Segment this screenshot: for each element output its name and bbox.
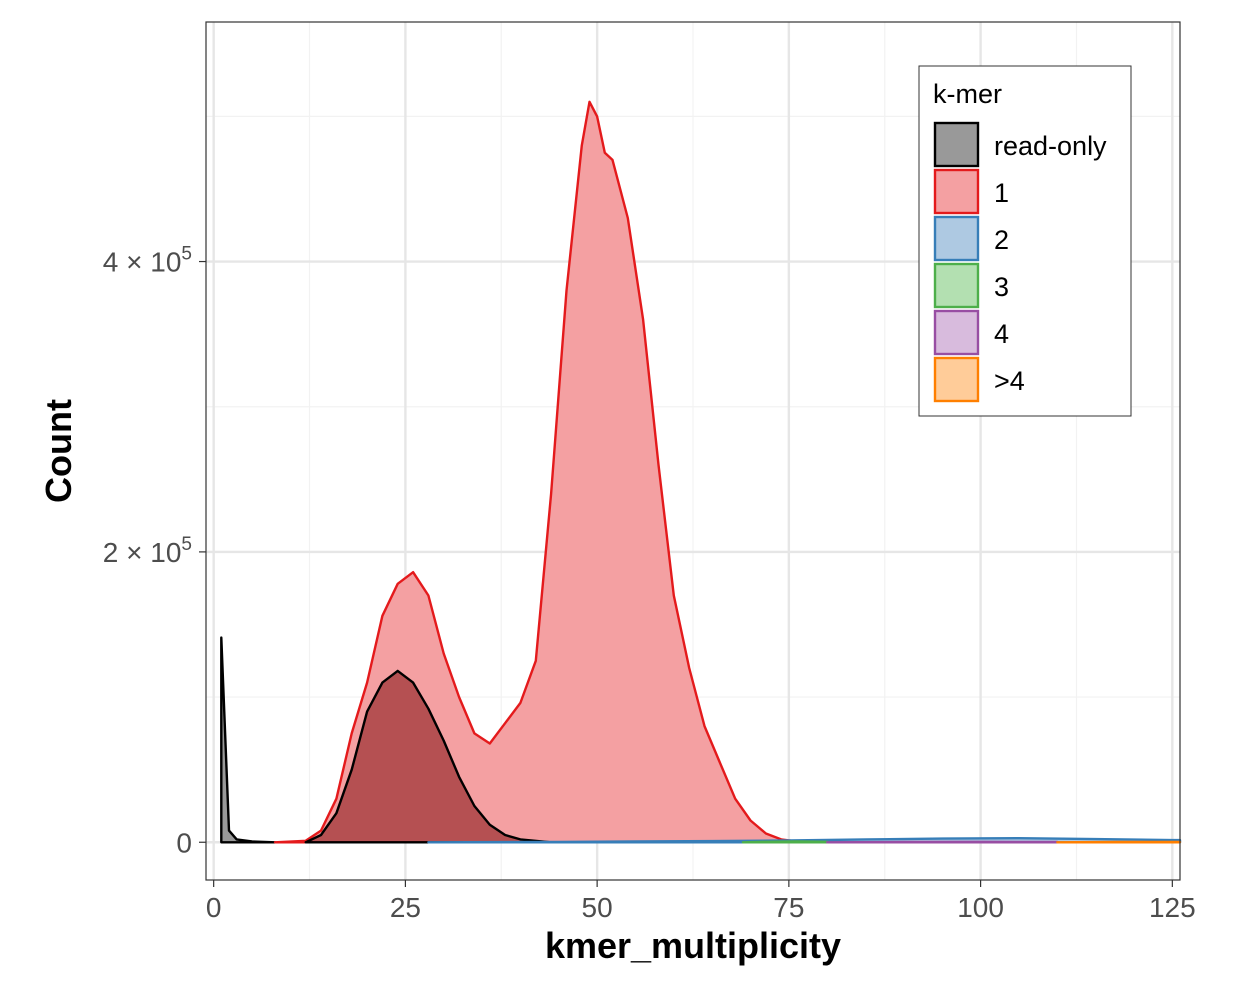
y-axis-title: Count (38, 399, 79, 503)
legend-swatch (933, 168, 980, 215)
legend-swatch (933, 121, 980, 168)
legend-label: 2 (994, 225, 1009, 255)
legend-items: read-only 1 2 3 4 >4 (933, 121, 1107, 403)
area-series-read-only-overlay (304, 669, 553, 844)
x-tick-label: 0 (206, 892, 222, 923)
legend-label: 4 (994, 319, 1009, 349)
legend-label: 1 (994, 178, 1009, 208)
area-series-3 (741, 840, 829, 844)
area-series-4 (826, 840, 1059, 844)
x-tick-label: 125 (1149, 892, 1196, 923)
area-series-1 (273, 100, 806, 844)
y-tick-label: 4 × 105 (103, 244, 192, 278)
y-tick-label: 0 (176, 827, 192, 858)
x-tick-label: 50 (582, 892, 613, 923)
x-tick-label: 75 (773, 892, 804, 923)
legend-label: 3 (994, 272, 1009, 302)
legend-swatch (933, 356, 980, 403)
x-axis-title: kmer_multiplicity (545, 925, 841, 966)
legend-swatch (933, 215, 980, 262)
legend-label: read-only (994, 131, 1107, 161)
plot-panel-border (205, 21, 1181, 881)
legend-title: k-mer (933, 79, 1002, 109)
x-tick-label: 25 (390, 892, 421, 923)
y-tick-label: 2 × 105 (103, 534, 192, 568)
legend-swatch (933, 309, 980, 356)
legend-label: >4 (994, 366, 1025, 396)
chart-areas (220, 100, 1182, 844)
legend: k-mer read-only 1 2 3 4 >4 (918, 65, 1132, 417)
y-axis: 0 2 × 105 4 × 105 (103, 244, 206, 858)
x-tick-label: 100 (957, 892, 1004, 923)
legend-swatch (933, 262, 980, 309)
x-axis: 0 25 50 75 100 125 (206, 880, 1196, 923)
